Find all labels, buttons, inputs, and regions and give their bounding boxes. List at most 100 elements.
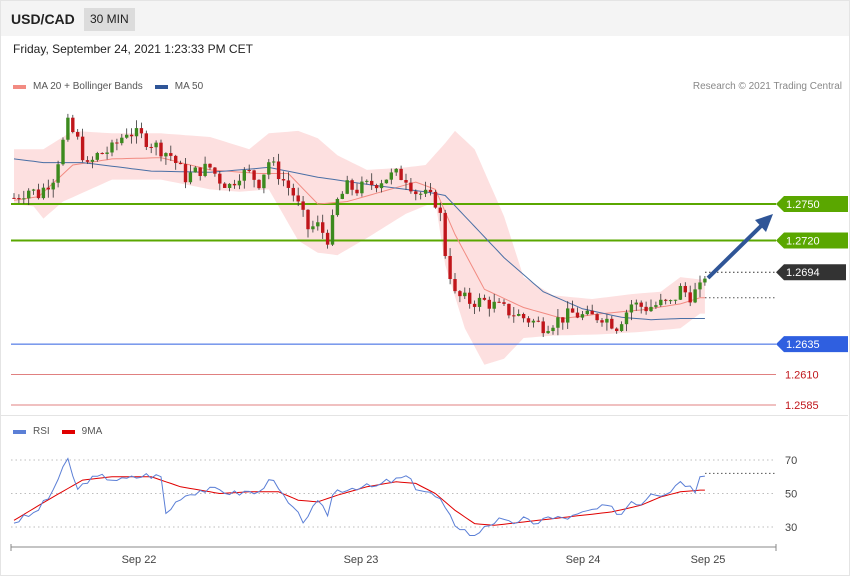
- candle-bear: [149, 146, 153, 148]
- candle-bear: [502, 302, 506, 304]
- candle-bull: [659, 299, 663, 306]
- rsi-legend-swatch: [13, 429, 26, 434]
- candle-bull: [634, 302, 638, 305]
- candle-bear: [291, 187, 295, 196]
- candle-bear: [321, 222, 325, 233]
- candle-bull: [22, 198, 26, 200]
- time-axis: Sep 22 Sep 23 Sep 24 Sep 25: [10, 544, 777, 566]
- symbol-title: USD/CAD: [11, 11, 75, 27]
- candle-bear: [252, 170, 256, 180]
- candle-bear: [507, 303, 511, 316]
- candle-bear: [487, 299, 491, 309]
- candle-bull: [267, 162, 271, 175]
- current-price-tag: [776, 264, 846, 281]
- forecast-arrow-shaft: [706, 223, 764, 280]
- candle-bear: [286, 180, 291, 188]
- price-levels: [11, 202, 776, 406]
- ma50-line: [13, 158, 705, 321]
- candle-bear: [257, 179, 261, 189]
- candle-bear: [404, 180, 408, 183]
- forecast-arrow: [706, 214, 773, 280]
- main-legend: MA 20 + Bollinger Bands MA 50: [13, 81, 203, 92]
- candle-bear: [438, 207, 442, 213]
- rsi-tick-label: 30: [785, 522, 797, 534]
- candle-bull: [330, 215, 335, 245]
- candle-bear: [615, 328, 619, 332]
- resistance-tag: [776, 232, 848, 249]
- candle-bull: [272, 161, 276, 163]
- candle-bear: [183, 164, 188, 183]
- candle-bull: [546, 331, 550, 334]
- candle-bear: [174, 155, 178, 164]
- candle-bear: [218, 173, 222, 184]
- candle-bear: [301, 201, 305, 210]
- timeframe-button[interactable]: 30 MIN: [84, 8, 135, 31]
- candle-bear: [198, 167, 202, 176]
- candle-bull: [384, 179, 389, 184]
- candle-bear: [46, 187, 50, 190]
- candle-bear: [448, 255, 452, 280]
- candle-bear: [159, 142, 163, 157]
- candle-bear: [232, 183, 237, 186]
- candle-bull: [51, 182, 55, 190]
- candle-bull: [125, 134, 129, 138]
- research-credit: Research © 2021 Trading Central: [692, 81, 842, 92]
- candle-bear: [590, 310, 594, 315]
- candle-bear: [169, 153, 173, 156]
- candle-bear: [139, 128, 144, 134]
- candle-bull: [698, 282, 702, 290]
- candle-bull: [242, 170, 246, 181]
- candle-bull: [379, 183, 384, 189]
- candle-bear: [433, 191, 438, 208]
- timestamp: Friday, September 24, 2021 1:23:33 PM CE…: [13, 42, 253, 56]
- candle-bear: [472, 303, 477, 307]
- candle-bear: [683, 285, 687, 293]
- rsi-ma-legend-swatch: [61, 429, 75, 434]
- candle-bull: [360, 181, 364, 194]
- candle-bear: [443, 212, 447, 256]
- candle-bear: [223, 183, 227, 188]
- candle-bear: [409, 182, 413, 192]
- candle-bull: [193, 167, 197, 173]
- candle-bull: [27, 190, 31, 199]
- candle-bull: [41, 187, 46, 199]
- candle-bull: [66, 117, 70, 140]
- current-price-label: 1.2694: [786, 267, 820, 279]
- candle-bull: [345, 180, 349, 194]
- candle-bull: [203, 163, 207, 176]
- candle-bear: [208, 163, 212, 168]
- candle-bull: [56, 164, 60, 183]
- candle-bull: [105, 152, 109, 154]
- candle-bull: [262, 174, 266, 189]
- candle-bull: [673, 299, 678, 301]
- support-tag: [776, 336, 848, 353]
- candle-bear: [306, 209, 310, 230]
- candle-bull: [316, 222, 320, 227]
- candle-bull: [624, 312, 629, 325]
- rsi-ma-line: [13, 476, 705, 526]
- candle-bull: [389, 172, 393, 180]
- candle-bear: [541, 321, 545, 334]
- candle-bull: [517, 313, 521, 316]
- candle-bull: [566, 308, 570, 323]
- resistance-tag: [776, 195, 848, 212]
- candle-bear: [178, 163, 183, 165]
- rsi-panel: 70 50 30: [11, 455, 797, 536]
- candle-bull: [95, 153, 99, 160]
- candle-bear: [129, 134, 134, 137]
- ma50-legend-label: MA 50: [174, 81, 204, 92]
- candle-bear: [600, 320, 604, 323]
- candle-bull: [668, 300, 673, 302]
- candle-bear: [512, 315, 516, 317]
- candle-bull: [90, 159, 95, 162]
- rsi-legend: RSI 9MA: [13, 426, 102, 437]
- candle-bull: [340, 193, 344, 199]
- candle-bull: [120, 137, 124, 144]
- x-tick-label: Sep 25: [691, 554, 726, 566]
- candle-bear: [414, 191, 418, 195]
- moving-averages: [13, 157, 705, 321]
- candle-bull: [585, 310, 589, 315]
- ma20-legend-label: MA 20 + Bollinger Bands: [33, 81, 143, 92]
- x-tick-label: Sep 23: [344, 554, 379, 566]
